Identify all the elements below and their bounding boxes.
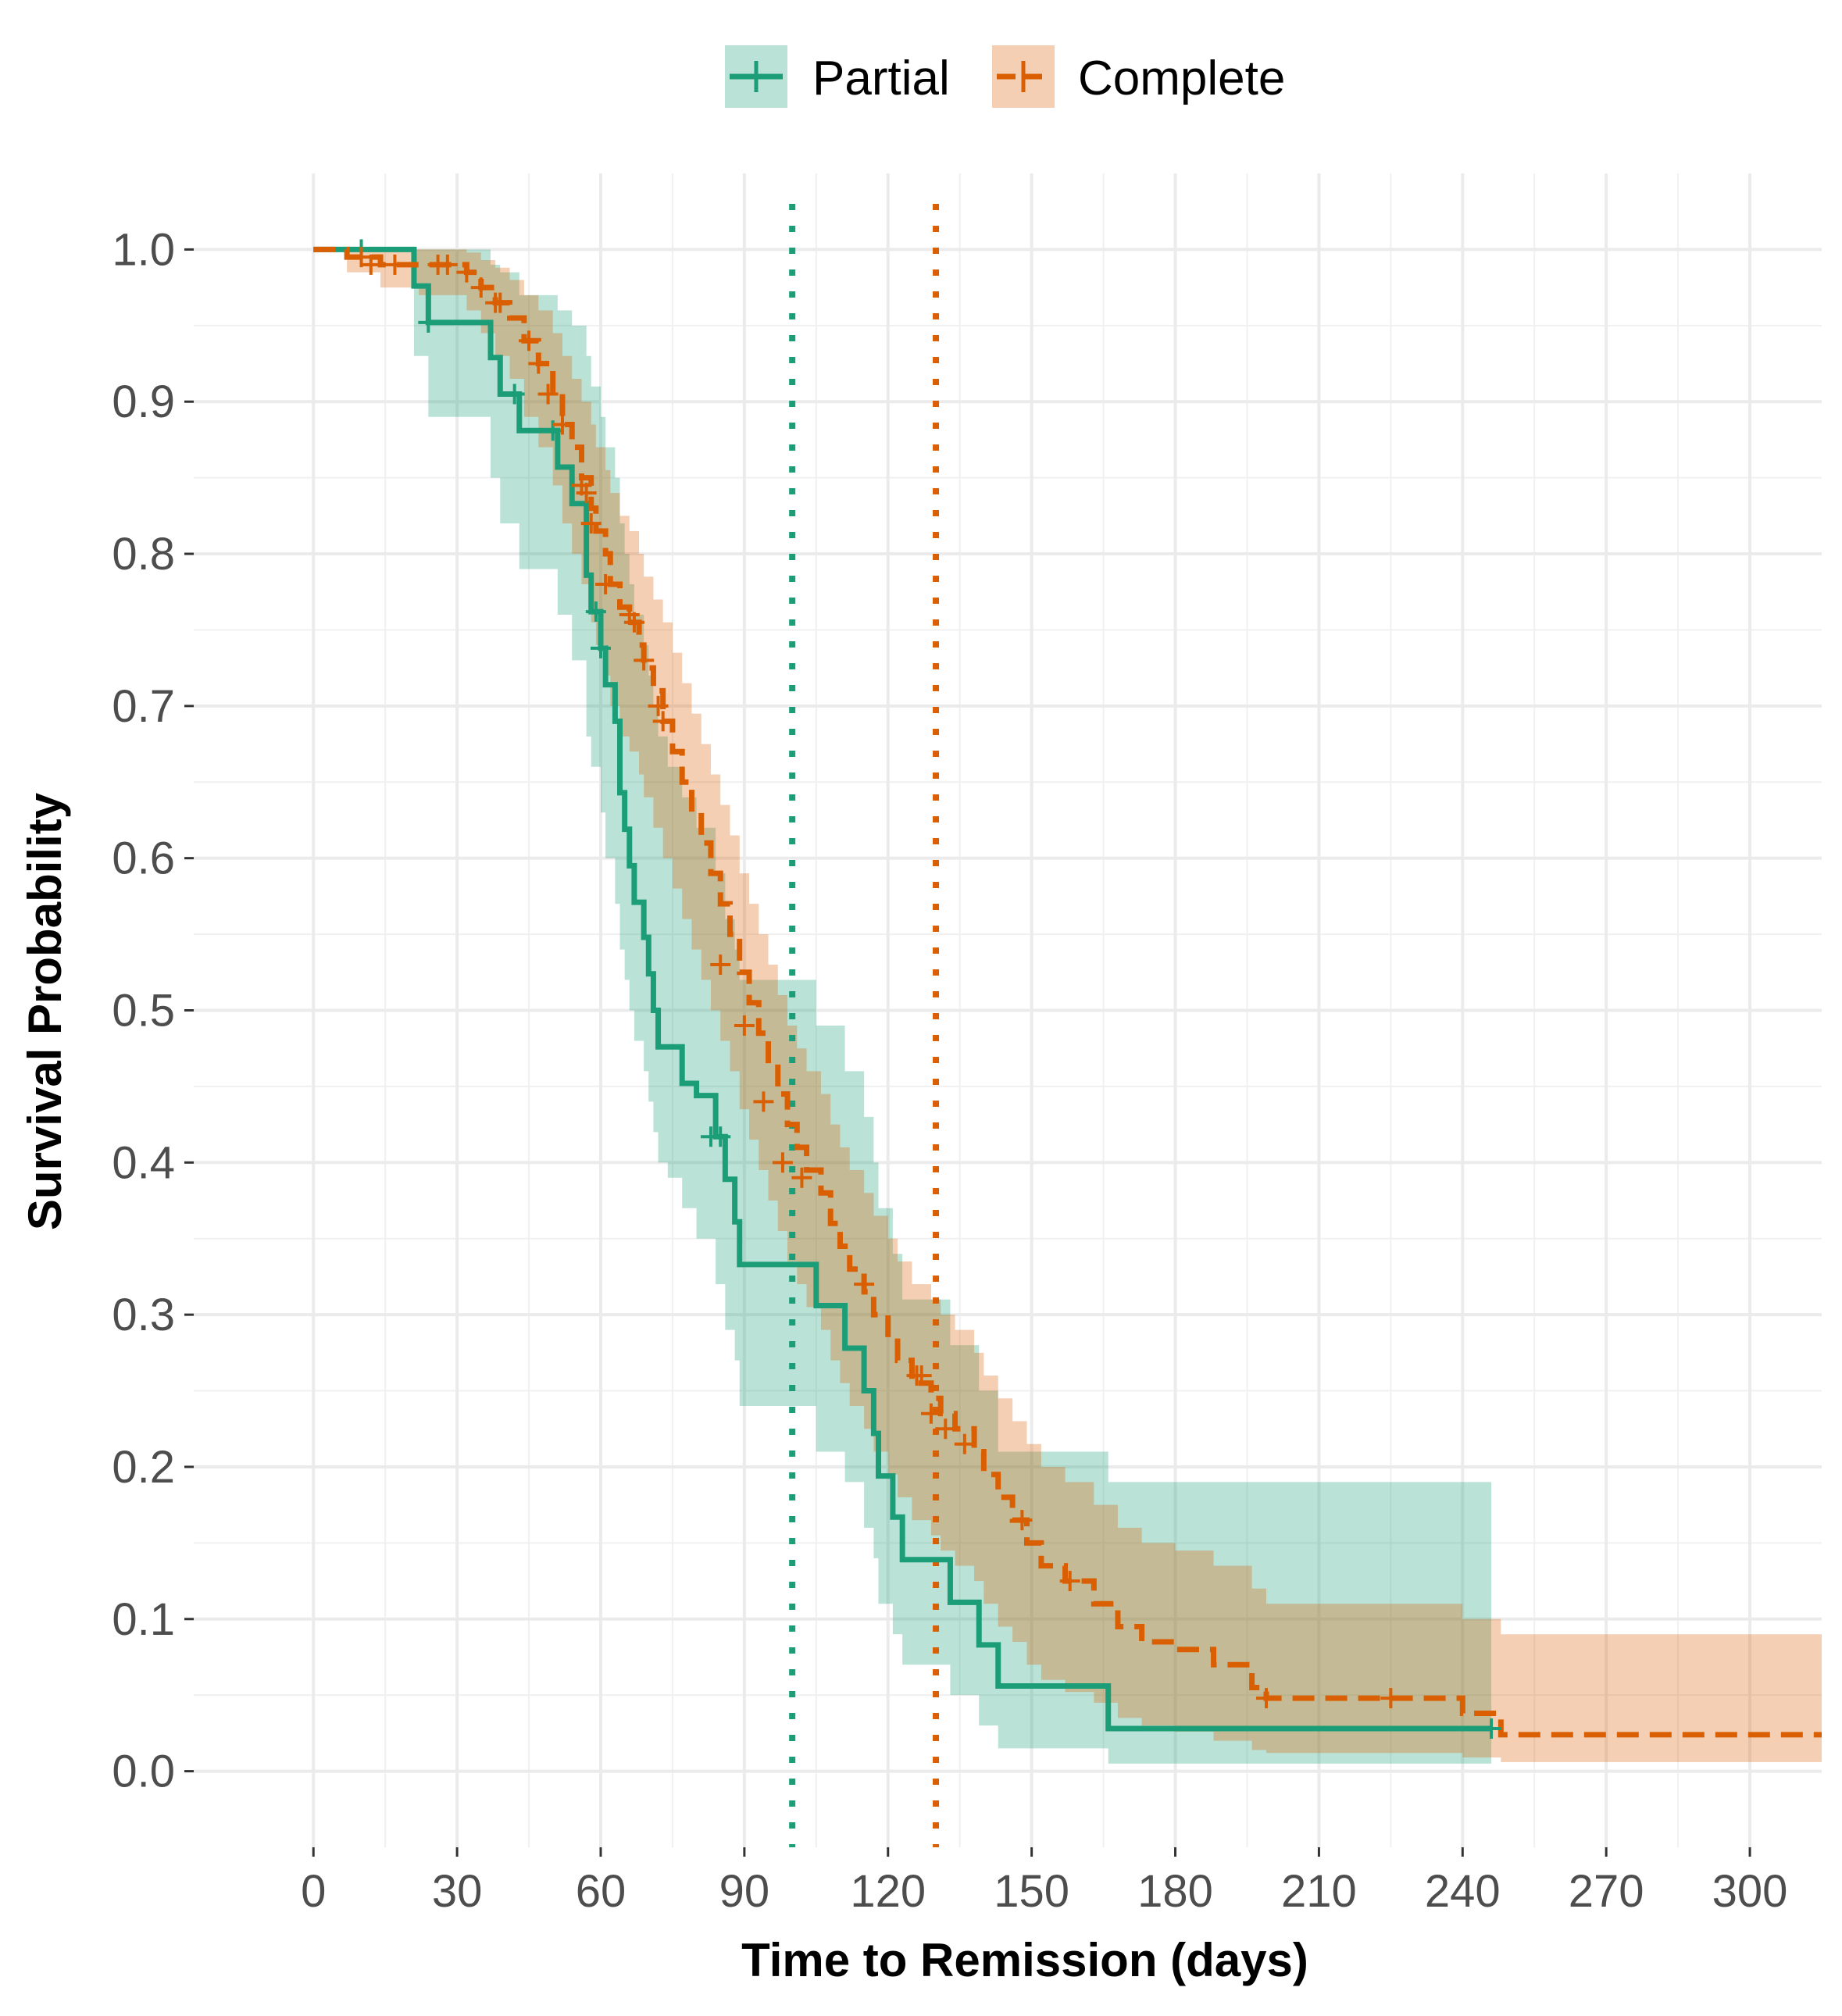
censor-mark-partial	[585, 601, 606, 623]
censor-mark-complete	[576, 483, 597, 504]
censor-mark-partial	[591, 637, 611, 658]
y-tick-label: 0.6	[112, 833, 175, 884]
legend-label-partial: Partial	[812, 52, 950, 105]
censor-mark-complete	[1255, 1688, 1276, 1709]
legend-item-complete: Complete	[992, 45, 1285, 108]
x-axis-title: Time to Remission (days)	[741, 1934, 1308, 1986]
x-tick-label: 210	[1281, 1866, 1357, 1917]
grid-major	[194, 173, 1822, 1847]
x-tick-label: 240	[1425, 1866, 1501, 1917]
censor-mark-complete	[854, 1274, 875, 1295]
curve-partial	[313, 246, 1492, 1732]
y-tick-label: 0.9	[112, 376, 175, 427]
y-tick-label: 0.5	[112, 986, 175, 1037]
censor-mark-partial	[710, 1126, 731, 1147]
censor-mark-complete	[634, 650, 655, 671]
censor-mark-complete	[528, 353, 549, 374]
x-tick-label: 0	[301, 1866, 326, 1917]
censor-mark-complete	[954, 1433, 975, 1454]
censor-mark-complete	[580, 513, 602, 534]
censor-mark-complete	[537, 384, 559, 405]
censor-mark-complete	[920, 1403, 941, 1424]
censor-mark-complete	[911, 1365, 932, 1386]
censor-marks	[351, 239, 1502, 1739]
x-tick-label: 300	[1712, 1866, 1788, 1917]
y-tick-label: 0.2	[112, 1442, 175, 1493]
y-axis-ticks: 0.0 0.1 0.2 0.3 0.4 0.5 0.6 0.7 0.8 0.9 1.0	[112, 224, 194, 1797]
censor-mark-complete	[519, 330, 540, 351]
y-tick-label: 0.1	[112, 1594, 175, 1645]
y-tick-label: 0.7	[112, 681, 175, 732]
censor-mark-complete	[734, 1015, 755, 1036]
y-tick-label: 0.3	[112, 1290, 175, 1340]
legend: Partial Complete	[725, 45, 1285, 108]
censor-mark-complete	[1059, 1571, 1080, 1592]
censor-mark-complete	[456, 262, 477, 283]
censor-mark-complete	[384, 254, 405, 275]
censor-mark-complete	[470, 277, 491, 298]
censor-mark-complete	[648, 695, 669, 716]
censor-mark-partial	[1481, 1718, 1502, 1739]
ci-band-partial	[313, 249, 1492, 1764]
legend-item-partial: Partial	[725, 45, 950, 108]
confidence-bands	[313, 249, 1822, 1764]
censor-mark-complete	[935, 1418, 956, 1440]
legend-label-complete: Complete	[1078, 52, 1285, 105]
y-tick-label: 0.4	[112, 1137, 175, 1188]
censor-mark-complete	[1012, 1510, 1033, 1531]
censor-mark-complete	[490, 292, 511, 313]
censor-mark-complete	[360, 254, 381, 275]
censor-mark-complete	[1380, 1688, 1401, 1709]
censor-mark-complete	[623, 612, 644, 633]
censor-mark-complete	[595, 574, 616, 595]
y-tick-label: 1.0	[112, 224, 175, 275]
censor-mark-complete	[652, 711, 673, 732]
y-axis-title: Survival Probability	[19, 792, 71, 1230]
x-tick-label: 90	[719, 1866, 770, 1917]
y-tick-label: 0.8	[112, 529, 175, 580]
x-tick-label: 270	[1569, 1866, 1644, 1917]
x-tick-label: 150	[994, 1866, 1069, 1917]
x-tick-label: 30	[432, 1866, 483, 1917]
x-tick-label: 60	[576, 1866, 626, 1917]
censor-mark-partial	[418, 312, 439, 333]
x-tick-label: 180	[1137, 1866, 1213, 1917]
censor-mark-complete	[552, 414, 573, 435]
censor-mark-complete	[437, 254, 458, 275]
x-axis-ticks: 0 30 60 90 120 150 180 210 240 270 300	[301, 1847, 1787, 1917]
censor-mark-complete	[710, 954, 731, 976]
censor-mark-complete	[791, 1167, 812, 1188]
censor-mark-complete	[772, 1152, 793, 1173]
y-tick-label: 0.0	[112, 1747, 175, 1797]
censor-mark-partial	[504, 384, 525, 405]
x-tick-label: 120	[850, 1866, 926, 1917]
censor-mark-complete	[753, 1091, 774, 1112]
